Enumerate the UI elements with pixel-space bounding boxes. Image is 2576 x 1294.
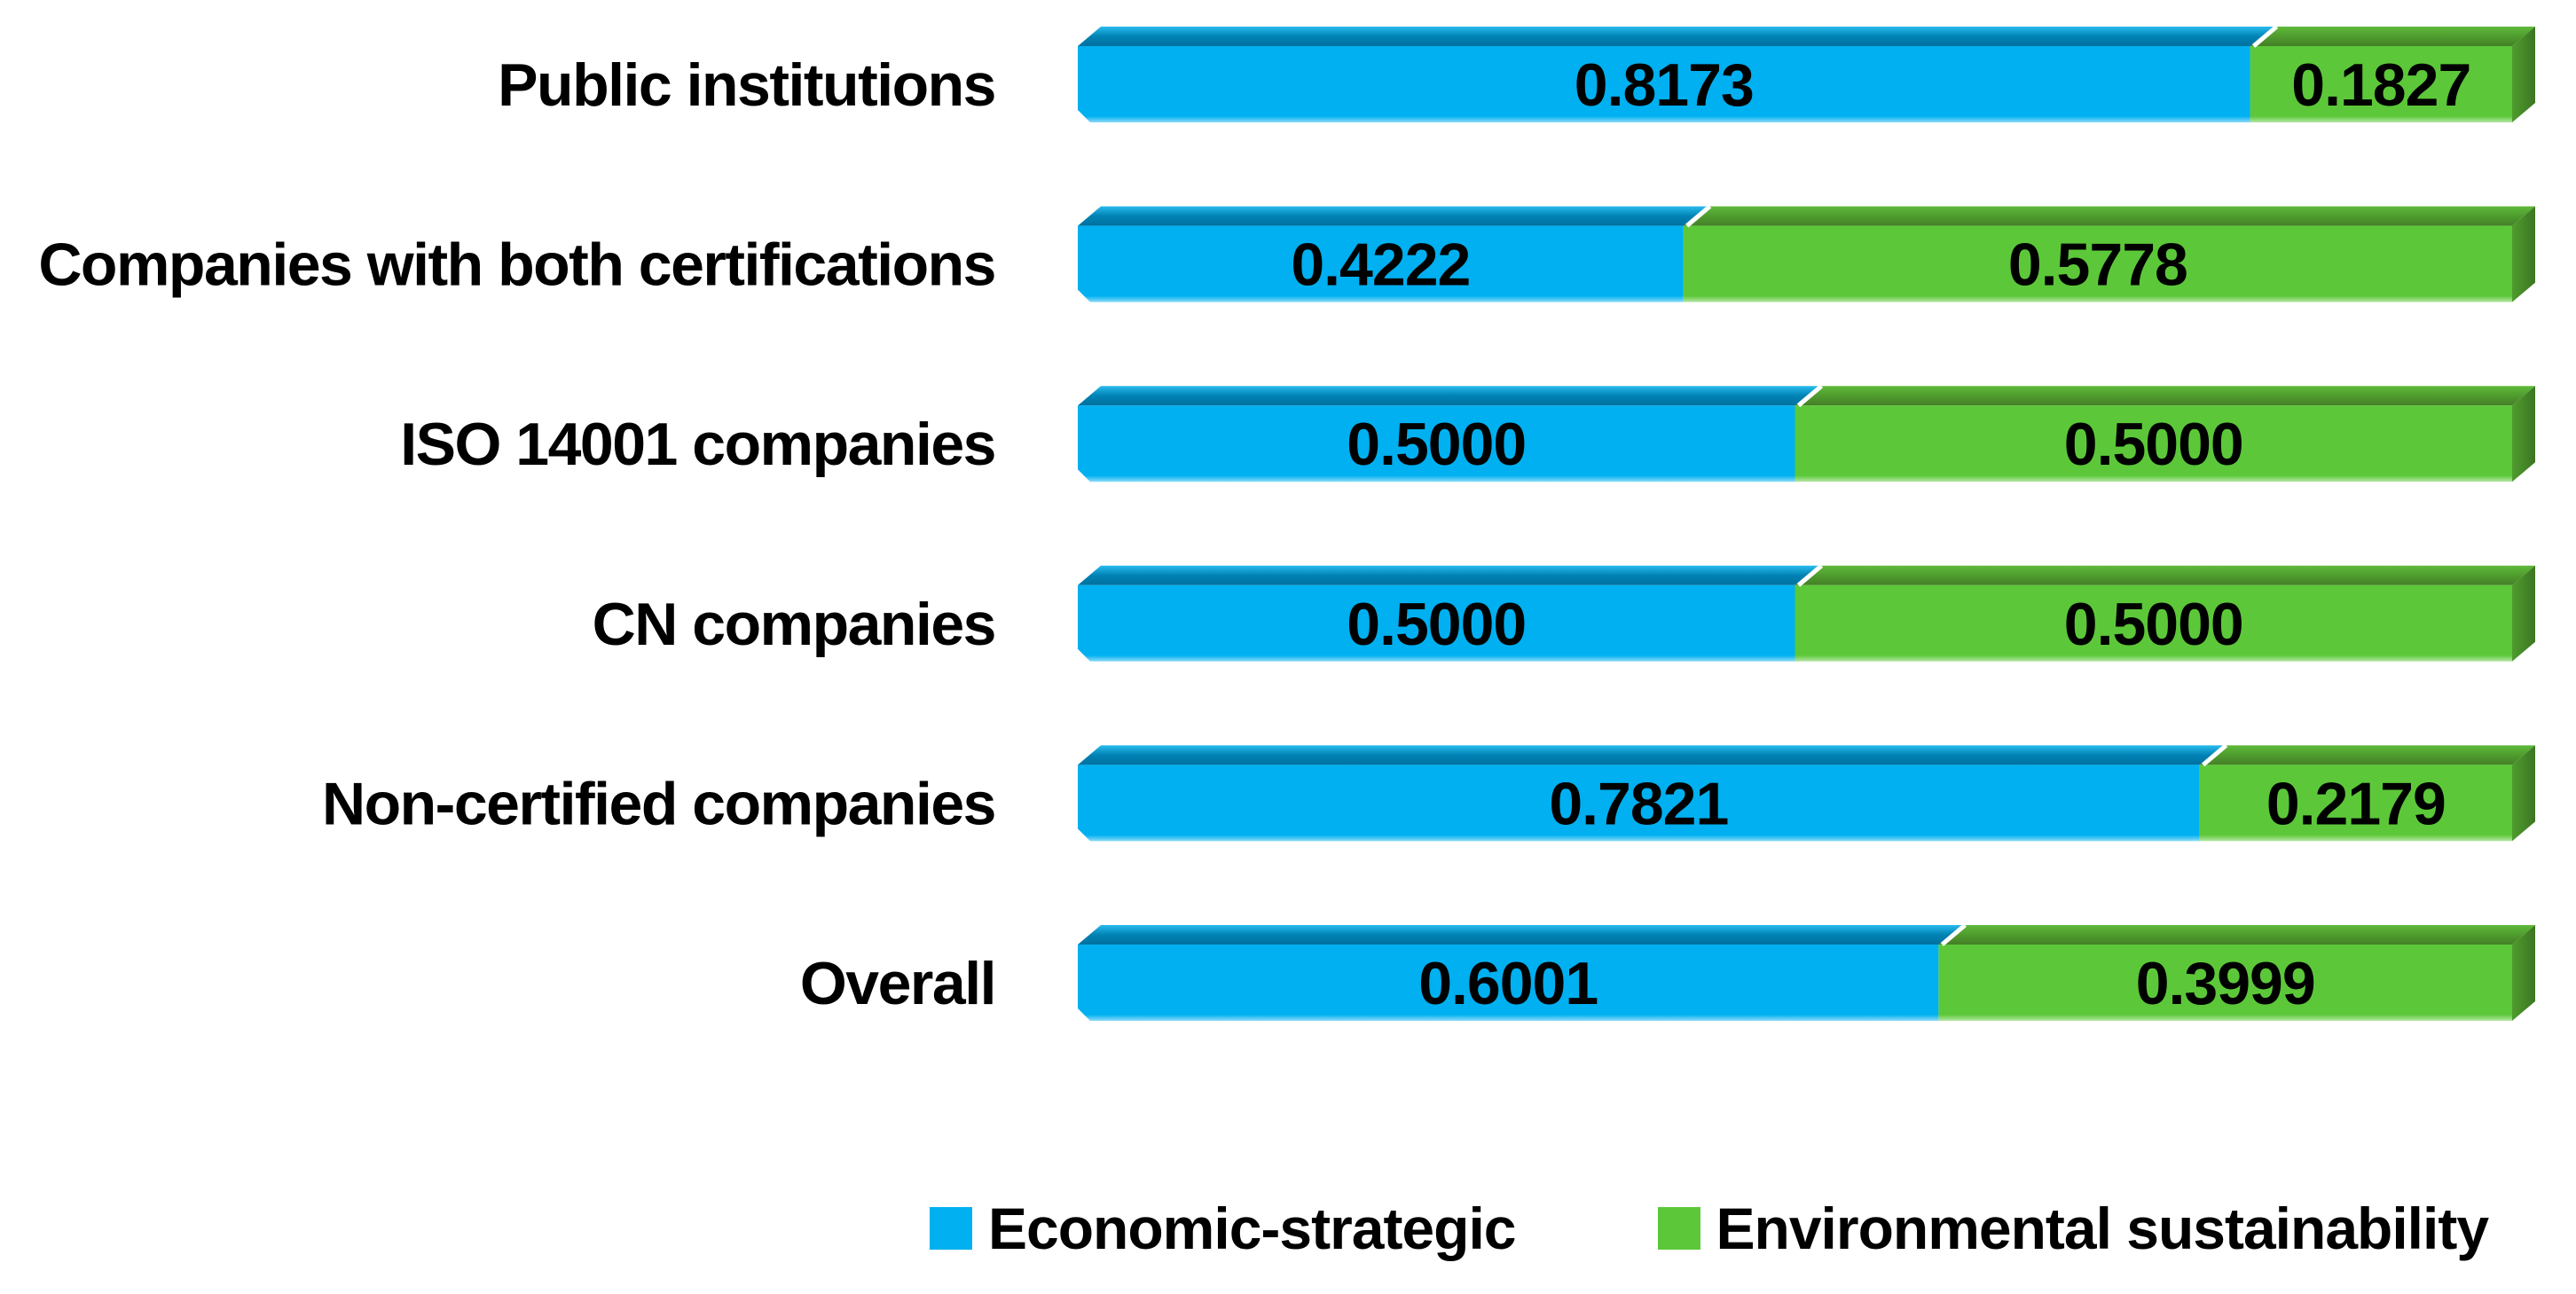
segment-front-environmental-sustainability [1938,945,2512,1021]
bar-bottom-fade [1078,116,2512,127]
segment-front-environmental-sustainability [2199,765,2512,842]
segment-top-environmental-sustainability [1683,206,2535,226]
segment-front-economic-strategic [1078,584,1795,662]
segment-side-environmental-sustainability [2512,27,2535,122]
value-label-economic-strategic: 0.5000 [1347,411,1526,478]
segment-top-environmental-sustainability [1938,925,2535,945]
category-label: Non-certified companies [322,770,995,837]
value-label-environmental-sustainability: 0.5000 [2064,591,2243,658]
segment-top-economic-strategic [1078,27,2274,46]
bar-row-0: Public institutions 0.8173 0.1827 [498,25,2535,127]
segment-junction-highlight [1796,384,1824,408]
segment-top-environmental-sustainability [1795,565,2535,585]
segment-front-environmental-sustainability [1683,225,2512,302]
category-label: Companies with both certifications [38,231,995,299]
segment-top-economic-strategic [1078,745,2223,765]
value-label-environmental-sustainability: 0.1827 [2291,51,2470,119]
segment-front-economic-strategic [1078,46,2250,122]
segment-side-environmental-sustainability [2512,386,2535,482]
legend-item-economic-strategic: Economic-strategic [930,1199,1516,1258]
segment-side-environmental-sustainability [2512,206,2535,302]
segment-junction-highlight [1685,204,1712,228]
value-label-environmental-sustainability: 0.3999 [2136,950,2315,1017]
bar-bottom-fade [1078,835,2512,846]
segment-front-environmental-sustainability [2250,46,2512,122]
segment-top-environmental-sustainability [1795,386,2535,406]
value-label-environmental-sustainability: 0.2179 [2266,770,2446,837]
segment-top-economic-strategic [1078,565,1818,585]
segment-top-economic-strategic [1078,925,1962,945]
legend-item-environmental-sustainability: Environmental sustainability [1657,1196,2490,1261]
bar-bottom-fade [1078,655,2512,666]
value-label-economic-strategic: 0.7821 [1549,770,1728,837]
segment-front-economic-strategic [1078,405,1795,482]
bar-bottom-fade [1078,295,2512,307]
segment-front-economic-strategic [1078,945,1939,1021]
legend-label-environmental-sustainability: Environmental sustainability [1716,1196,2490,1261]
segment-side-environmental-sustainability [2512,565,2535,662]
segment-front-environmental-sustainability [1795,405,2512,482]
legend-swatch-environmental-sustainability [1657,1207,1700,1250]
value-label-environmental-sustainability: 0.5778 [2008,231,2187,299]
segment-top-economic-strategic [1078,206,1707,226]
segment-top-environmental-sustainability [2199,745,2535,765]
segment-side-environmental-sustainability [2512,925,2535,1021]
value-label-economic-strategic: 0.8173 [1575,51,1754,119]
category-label: CN companies [593,591,995,658]
category-label: ISO 14001 companies [400,411,995,478]
legend: Economic-strategic Environmental sustain… [930,1196,2490,1261]
legend-label-economic-strategic: Economic-strategic [988,1196,1516,1261]
segment-junction-highlight [2251,25,2279,48]
segment-top-economic-strategic [1078,386,1818,406]
bar-bottom-fade [1078,1015,2512,1025]
value-label-environmental-sustainability: 0.5000 [2064,411,2243,478]
category-label: Overall [800,950,995,1017]
legend-swatch-economic-strategic [930,1207,972,1250]
segment-front-economic-strategic [1078,225,1684,302]
segment-junction-highlight [2202,743,2228,767]
value-label-economic-strategic: 0.4222 [1291,231,1470,299]
bar-row-3: CN companies 0.5000 0.5000 [593,563,2535,666]
bar-bottom-fade [1078,475,2512,487]
segment-side-environmental-sustainability [2512,745,2535,842]
bar-row-4: Non-certified companies 0.7821 0.2179 [322,743,2535,846]
category-label: Public institutions [498,51,995,119]
value-label-economic-strategic: 0.5000 [1347,591,1526,658]
segment-front-economic-strategic [1078,765,2200,842]
bar-row-5: Overall 0.6001 0.3999 [800,923,2535,1025]
segment-junction-highlight [1940,923,1967,946]
bar-row-1: Companies with both certifications 0.4222… [38,204,2535,307]
segment-top-environmental-sustainability [2250,27,2535,46]
segment-junction-highlight [1796,563,1824,587]
segment-front-environmental-sustainability [1795,584,2512,662]
value-label-economic-strategic: 0.6001 [1418,950,1598,1017]
bar-row-2: ISO 14001 companies 0.5000 0.5000 [400,384,2535,487]
